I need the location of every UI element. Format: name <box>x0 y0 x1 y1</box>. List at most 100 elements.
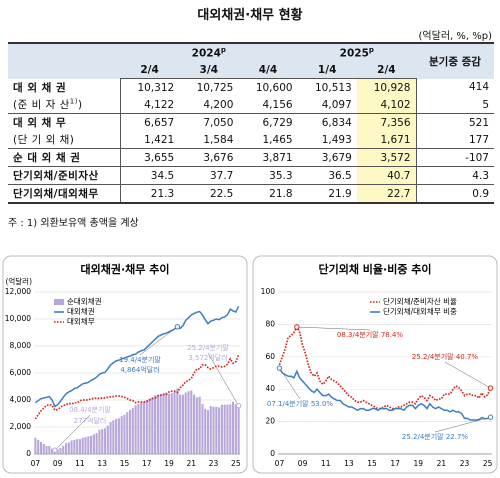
cell: 6,834 <box>321 116 352 129</box>
year-header: 2024p <box>120 42 298 61</box>
cell: 10,513 <box>315 81 352 94</box>
bar <box>154 395 157 454</box>
annotation-point <box>294 324 300 330</box>
label-text: 대 외 채 무 <box>13 117 67 129</box>
table-row: (단 기 외 채) 1,421 1,584 1,465 1,493 1,671 177 <box>8 131 494 149</box>
bar <box>209 406 212 454</box>
cell: 21.9 <box>297 184 357 204</box>
cell: 10,600 <box>255 81 293 94</box>
bar <box>73 439 76 454</box>
bar <box>76 439 79 454</box>
bar <box>84 437 87 454</box>
bar <box>215 406 218 454</box>
cell: 3,679 <box>297 148 357 167</box>
row-label: 대 외 채 무 <box>8 113 121 131</box>
bar <box>187 391 190 454</box>
legend-label: 단기외채/대외채무 비중 <box>383 306 457 316</box>
bar <box>212 406 215 454</box>
chart: 단기외채 비율·비중 추이 0 20 40 60 80 100 07 09 11 13 15 17 19 2… <box>252 255 498 474</box>
bar <box>206 410 210 454</box>
cell: 3,655 <box>120 148 180 167</box>
annotation: 08.3/4분기말 78.4% <box>337 330 404 339</box>
bar <box>220 404 223 454</box>
annotation: 19.4/4분기말 <box>119 355 161 364</box>
x-tick-label: 25 <box>231 459 241 468</box>
annotation: 25.2/4분기말 22.7% <box>402 432 469 441</box>
change-cell: -107 <box>415 148 494 167</box>
cell: 10,725 <box>196 81 234 94</box>
cell: 7,356 <box>356 113 416 131</box>
bar <box>181 394 184 454</box>
quarter-header: 2/4 <box>356 61 416 79</box>
bar <box>131 408 134 454</box>
bar <box>103 428 107 454</box>
legend-swatch <box>54 299 64 305</box>
cell: 4,156 <box>238 96 298 114</box>
bar <box>48 445 51 454</box>
bar <box>42 443 45 454</box>
bar <box>56 449 59 454</box>
label-sup: 1) <box>69 97 78 106</box>
bar <box>87 436 90 454</box>
bar <box>159 393 162 454</box>
bar <box>62 445 65 454</box>
bar <box>201 404 204 454</box>
note: 주 : 1) 외환보유액 총액을 계상 <box>8 218 139 229</box>
bar <box>148 398 151 454</box>
x-tick-label: 23 <box>460 459 470 468</box>
bar <box>237 405 240 454</box>
y-tick-label: 12,000 <box>5 287 31 296</box>
chart-title: 대외채권·채무 추이 <box>81 262 170 276</box>
bar <box>59 447 62 454</box>
bar <box>195 397 198 454</box>
year-sup: p <box>368 45 374 54</box>
year-sup: p <box>220 45 226 54</box>
table-row: 단기외채/준비자산 34.5 37.7 35.3 36.5 40.7 4.3 <box>8 166 494 185</box>
quarter-header: 1/4 <box>297 61 357 79</box>
bar <box>137 404 140 454</box>
x-tick-label: 11 <box>75 459 85 468</box>
x-tick-label: 21 <box>187 459 197 468</box>
chart: 대외채권·채무 추이 (억달러) 0 2,000 4,000 6,000 8,000 10,0… <box>2 255 248 474</box>
change-cell: 521 <box>415 113 494 131</box>
corner <box>8 42 120 79</box>
y-tick-label: 4,000 <box>10 395 32 404</box>
bar <box>193 394 196 454</box>
y-tick-label: 2,000 <box>10 422 32 431</box>
cell: 22.7 <box>356 184 416 204</box>
cell: 4,097 <box>297 96 357 114</box>
unit: (억달러, %, %p) <box>418 31 492 42</box>
y-tick-label: 10,000 <box>5 314 31 323</box>
annotation: 07.1/4분기말 53.0% <box>267 399 334 408</box>
bar <box>95 433 98 454</box>
quarter-header: 3/4 <box>179 61 239 79</box>
annotation-point <box>235 403 242 409</box>
year: 2025 <box>339 47 369 60</box>
bar <box>115 418 118 454</box>
bar <box>204 408 207 454</box>
legend-label: 단기외채/준비자산 비율 <box>383 296 457 306</box>
leader-line <box>444 361 491 389</box>
bar <box>109 422 112 454</box>
quarter-header: 4/4 <box>238 61 298 79</box>
y-tick-label: 20 <box>265 417 275 426</box>
quarter-header: 2/4 <box>120 61 180 79</box>
y-tick-label: 60 <box>265 352 275 361</box>
row-label: (단 기 외 채) <box>8 131 121 149</box>
leader-line <box>207 352 239 406</box>
panel-border <box>2 255 248 474</box>
bar <box>142 402 146 454</box>
bar <box>145 400 148 454</box>
x-tick-label: 09 <box>298 459 308 468</box>
cell: 22.5 <box>179 184 239 204</box>
bar <box>218 407 221 454</box>
y-tick-label: 0 <box>270 449 275 458</box>
x-tick-label: 11 <box>321 459 331 468</box>
cell: 3,676 <box>179 148 239 167</box>
annotation: 25.2/4분기말 <box>187 343 229 352</box>
x-tick-label: 21 <box>437 459 447 468</box>
x-tick-label: 17 <box>390 459 400 468</box>
bar <box>37 439 40 454</box>
bar <box>101 429 104 454</box>
y-tick-label: 80 <box>265 319 275 328</box>
